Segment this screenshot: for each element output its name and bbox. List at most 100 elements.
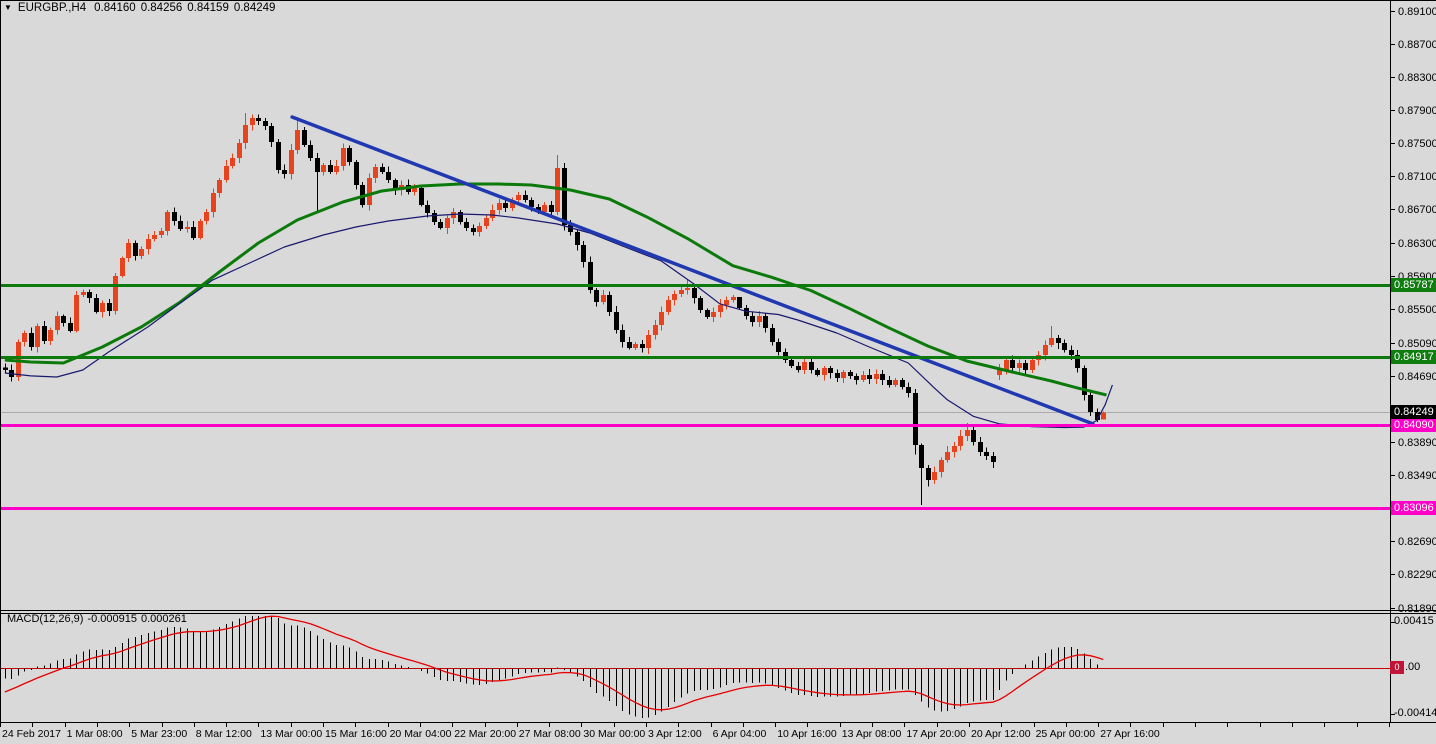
candle-body — [451, 212, 456, 218]
candle-body — [666, 300, 671, 312]
candle-body — [640, 344, 645, 348]
candle-body — [893, 380, 898, 385]
candle-body — [854, 375, 859, 380]
price-tick-label: 0.88700 — [1398, 39, 1436, 51]
candle-body — [510, 200, 515, 208]
candle-body — [477, 226, 482, 232]
candle-body — [945, 452, 950, 460]
candle-body — [997, 370, 1002, 375]
candle-body — [783, 351, 788, 360]
candle-body — [835, 373, 840, 378]
candle-body — [698, 298, 703, 310]
candle-body — [867, 375, 872, 380]
time-label: 13 Mar 00:00 — [260, 728, 322, 740]
candle-body — [347, 148, 352, 162]
candle-body — [620, 330, 625, 342]
candle-body — [692, 288, 697, 298]
candle-body — [1056, 338, 1061, 343]
candle-body — [770, 327, 775, 342]
candle-body — [425, 205, 430, 213]
candle-body — [263, 121, 268, 126]
time-label: 17 Apr 20:00 — [906, 728, 966, 740]
time-label: 5 Mar 23:00 — [131, 728, 187, 740]
candle-body — [172, 212, 177, 221]
candle-body — [581, 245, 586, 262]
price-tick-label: 0.87500 — [1398, 138, 1436, 150]
candle-body — [191, 227, 196, 238]
time-label: 27 Apr 16:00 — [1100, 728, 1160, 740]
candle-body — [146, 239, 151, 249]
candle-body — [744, 308, 749, 316]
candle-body — [185, 227, 190, 229]
candle-body — [789, 360, 794, 366]
candle-body — [588, 262, 593, 290]
macd-current-value-badge: 0 — [1390, 661, 1404, 674]
price-tick-label: 0.85500 — [1398, 304, 1436, 316]
candle-body — [341, 148, 346, 166]
candle-body — [198, 221, 203, 238]
candle-body — [776, 342, 781, 352]
candle-body — [737, 297, 742, 308]
candle-body — [523, 195, 528, 200]
price-tick-label: 0.82690 — [1398, 536, 1436, 548]
chart-plot-area[interactable] — [1, 1, 1389, 609]
candle-body — [828, 368, 833, 373]
candle-body — [822, 368, 827, 375]
macd-plot-area[interactable] — [1, 614, 1389, 721]
candle-body — [841, 372, 846, 378]
macd-signal-line — [4, 615, 1104, 711]
candle-body — [705, 310, 710, 317]
candle-body — [386, 172, 391, 180]
hline-price-label: 0.84917 — [1391, 350, 1436, 364]
macd-axis-top-label: 0.00415 — [1394, 615, 1434, 627]
candle-body — [419, 188, 424, 205]
price-tick-label: 0.88300 — [1398, 72, 1436, 84]
candle-body — [880, 374, 885, 380]
candle-body — [672, 294, 677, 300]
candle-body — [282, 170, 287, 175]
candle-body — [516, 195, 521, 200]
candle-body — [133, 243, 138, 257]
macd-name-label: MACD(12,26,9) — [7, 613, 84, 625]
candle-body — [1030, 360, 1035, 370]
candle-body — [393, 180, 398, 190]
time-label: 30 Mar 00:00 — [583, 728, 645, 740]
price-tick-label: 0.86700 — [1398, 204, 1436, 216]
candle-body — [490, 210, 495, 218]
candle-body — [796, 366, 801, 370]
candle-body — [16, 342, 21, 377]
candle-body — [815, 370, 820, 375]
candle-body — [81, 292, 86, 295]
candle-body — [48, 330, 53, 341]
candle-body — [497, 203, 502, 210]
candle-body — [276, 142, 281, 170]
time-label: 8 Mar 12:00 — [196, 728, 252, 740]
candle-body — [1049, 338, 1054, 345]
candle-body — [757, 316, 762, 322]
candle-body — [958, 435, 963, 446]
candle-body — [315, 158, 320, 173]
candle-body — [1017, 363, 1022, 368]
time-label: 6 Apr 04:00 — [713, 728, 767, 740]
candle-body — [159, 231, 164, 236]
macd-signal-value: 0.000261 — [140, 613, 187, 625]
candle-body — [503, 203, 508, 208]
time-label: 10 Apr 16:00 — [777, 728, 837, 740]
candle-body — [458, 212, 463, 222]
descending-trendline[interactable] — [290, 115, 1095, 426]
candle-body — [334, 166, 339, 172]
hline-price-label: 0.83096 — [1391, 501, 1436, 515]
candle-body — [445, 218, 450, 228]
candle-body — [562, 168, 567, 225]
candle-body — [3, 367, 8, 370]
macd-axis-bottom-label: -0.004148 — [1394, 707, 1436, 719]
candle-body — [120, 258, 125, 276]
candle-body — [601, 295, 606, 302]
candle-body — [373, 167, 378, 178]
price-tick-label: 0.83490 — [1398, 470, 1436, 482]
candle-body — [321, 165, 326, 172]
candle-body — [763, 316, 768, 328]
candle-body — [861, 375, 866, 380]
time-label: 20 Apr 12:00 — [971, 728, 1031, 740]
